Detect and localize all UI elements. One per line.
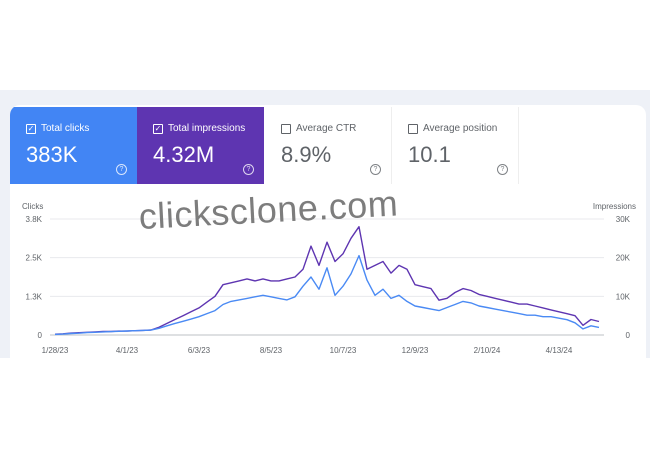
help-icon[interactable]: ? (497, 164, 508, 175)
metric-value: 8.9% (281, 142, 332, 167)
x-tick-label: 4/13/24 (546, 346, 573, 355)
x-tick-label: 2/10/24 (474, 346, 501, 355)
x-tick-label: 6/3/23 (188, 346, 211, 355)
metric-card-average-ctr[interactable]: Average CTR 8.9% ? (265, 107, 392, 184)
metric-value: 10.1 (408, 142, 451, 167)
help-icon[interactable]: ? (370, 164, 381, 175)
metric-label: Average position (423, 123, 498, 134)
help-icon[interactable]: ? (243, 164, 254, 175)
metric-card-total-clicks[interactable]: ✓ Total clicks 383K ? (10, 107, 137, 184)
checkbox-unchecked-icon[interactable] (281, 123, 291, 134)
right-tick-label: 30K (616, 215, 631, 224)
metric-value: 4.32M (153, 142, 215, 167)
metric-label: Average CTR (296, 123, 357, 134)
series-line-clicks (54, 254, 600, 336)
right-tick-label: 10K (616, 292, 631, 301)
checkbox-checked-icon[interactable]: ✓ (26, 123, 36, 134)
left-axis-title: Clicks (22, 202, 44, 211)
x-tick-label: 1/28/23 (42, 346, 69, 355)
help-icon[interactable]: ? (116, 164, 127, 175)
checkbox-checked-icon[interactable]: ✓ (153, 123, 163, 134)
x-tick-label: 12/9/23 (402, 346, 429, 355)
metric-label: Total clicks (41, 123, 90, 134)
left-tick-label: 0 (38, 331, 43, 340)
metric-card-total-impressions[interactable]: ✓ Total impressions 4.32M ? (137, 107, 264, 184)
right-tick-label: 0 (626, 331, 631, 340)
performance-panel: ✓ Total clicks 383K ? ✓ Total impressions … (10, 105, 646, 358)
x-tick-label: 4/1/23 (116, 346, 139, 355)
left-tick-label: 3.8K (26, 215, 43, 224)
right-axis-title: Impressions (592, 202, 636, 211)
left-tick-label: 2.5K (26, 254, 43, 263)
checkbox-unchecked-icon[interactable] (408, 123, 418, 134)
x-tick-label: 8/5/23 (260, 346, 283, 355)
metric-card-average-position[interactable]: Average position 10.1 ? (392, 107, 519, 184)
metric-value: 383K (26, 142, 78, 167)
right-tick-label: 20K (616, 254, 631, 263)
x-tick-label: 10/7/23 (330, 346, 357, 355)
metric-label: Total impressions (168, 123, 246, 134)
left-tick-label: 1.3K (26, 292, 43, 301)
series-line-impressions (54, 225, 600, 335)
